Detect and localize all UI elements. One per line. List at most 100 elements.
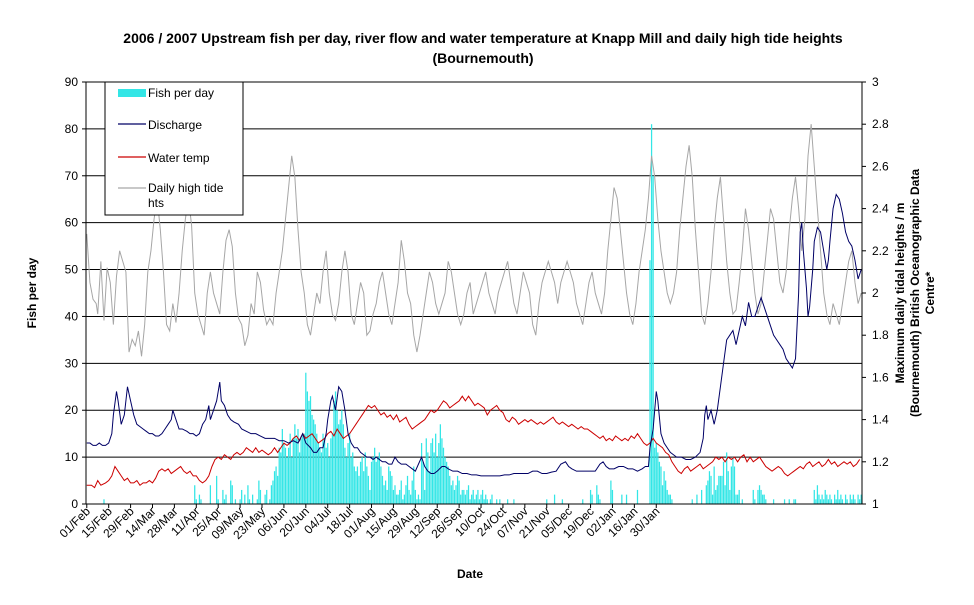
fish-bar-201 (400, 480, 402, 504)
fish-bar-273 (513, 499, 515, 504)
fish-bar-205 (406, 475, 409, 504)
fish-bar-127 (284, 447, 287, 504)
fish-bar-106 (251, 494, 254, 504)
fish-bar-258 (489, 499, 492, 504)
fish-bar-149 (319, 447, 321, 504)
fish-bar-222 (433, 452, 435, 504)
fish-bar-419 (741, 499, 743, 504)
fish-bar-93 (231, 485, 233, 504)
fish-bar-367 (660, 466, 662, 504)
fish-bar-209 (413, 466, 415, 504)
fish-bar-397 (707, 480, 709, 504)
fish-bar-235 (453, 489, 456, 504)
fish-bar-214 (420, 443, 423, 504)
fish-bar-200 (399, 489, 401, 504)
fish-bar-216 (424, 489, 426, 504)
fish-bar-269 (507, 499, 509, 504)
fish-bar-446 (783, 499, 786, 504)
fish-bar-211 (416, 499, 418, 504)
fish-bar-242 (464, 494, 467, 504)
fish-bar-250 (477, 489, 479, 504)
series-line-tide (86, 124, 862, 357)
fish-bar-366 (658, 461, 661, 504)
fish-bar-121 (275, 466, 277, 504)
fish-bar-147 (316, 433, 318, 504)
series-line-discharge (86, 193, 862, 477)
fish-bar-398 (708, 471, 711, 504)
fish-bar-195 (391, 475, 393, 504)
fish-bar-480 (837, 489, 839, 504)
fish-bar-150 (320, 452, 323, 504)
y2-tick-label-5: 2 (872, 286, 879, 300)
fish-bar-146 (314, 424, 316, 504)
y-tick-label-3: 30 (65, 356, 79, 370)
fish-bar-217 (425, 438, 427, 504)
chart-title-part-1: 2006 / 2007 Upstream fish per day, river… (123, 30, 843, 46)
fish-bar-134 (295, 438, 298, 504)
fish-bar-210 (414, 489, 416, 504)
fish-bar-92 (230, 480, 232, 504)
fish-bar-465 (813, 489, 815, 504)
fish-bar-387 (691, 499, 693, 504)
fish-bar-228 (442, 447, 445, 504)
fish-bar-430 (758, 485, 761, 504)
fish-bar-131 (291, 457, 293, 504)
fish-bar-471 (823, 499, 825, 504)
fish-bar-249 (475, 494, 477, 504)
fish-bar-371 (666, 489, 668, 504)
fish-bar-115 (266, 489, 268, 504)
fish-bar-188 (380, 466, 382, 504)
fish-bar-137 (300, 438, 302, 504)
y2-tick-label-0: 1 (872, 497, 879, 511)
fish-bar-433 (763, 494, 765, 504)
fish-bar-194 (389, 471, 391, 504)
fish-bar-476 (830, 499, 833, 504)
fish-bar-154 (327, 443, 329, 504)
fish-bar-360 (649, 260, 651, 504)
legend: Fish per day Discharge Water temp Daily … (104, 81, 244, 216)
fish-bar-223 (435, 433, 437, 504)
y2-tick-label-6: 2.2 (872, 244, 889, 258)
fish-bar-193 (388, 466, 390, 504)
fish-bar-254 (483, 499, 485, 504)
fish-bar-160 (336, 410, 338, 504)
fish-bar-111 (259, 489, 262, 504)
fish-bar-390 (696, 494, 698, 504)
fish-bar-491 (854, 499, 856, 504)
fish-bar-184 (374, 447, 376, 504)
fish-bar-479 (835, 499, 837, 504)
fish-bar-374 (671, 499, 673, 504)
y-tick-label-1: 10 (65, 450, 79, 464)
fish-bar-157 (331, 433, 334, 504)
fish-bar-248 (474, 499, 476, 504)
fish-bar-203 (403, 494, 406, 504)
fish-bar-70 (195, 499, 197, 504)
fish-bar-415 (735, 494, 737, 504)
fish-bar-170 (352, 452, 354, 504)
fish-bar-488 (849, 494, 851, 504)
y-tick-label-5: 50 (65, 263, 79, 277)
fish-bar-413 (732, 457, 734, 504)
fish-bar-238 (458, 480, 460, 504)
fish-bar-132 (292, 438, 294, 504)
fish-bar-426 (752, 489, 754, 504)
fish-bar-128 (286, 457, 288, 504)
fish-bar-69 (194, 485, 196, 504)
fish-bar-323 (591, 494, 593, 504)
fish-bar-427 (754, 499, 756, 504)
fish-bar-169 (350, 457, 352, 504)
fish-bar-133 (294, 424, 296, 504)
fish-bar-196 (392, 489, 395, 504)
fish-bar-304 (561, 499, 564, 504)
fish-bar-167 (347, 443, 349, 504)
y-tick-label-8: 80 (65, 122, 79, 136)
fish-bar-72 (198, 494, 201, 504)
fish-bar-393 (701, 489, 703, 504)
fish-bar-473 (826, 494, 828, 504)
fish-bar-373 (669, 494, 671, 504)
fish-bar-84 (217, 499, 219, 504)
fish-bar-202 (402, 499, 404, 504)
fish-bar-469 (819, 499, 822, 504)
fish-bar-123 (278, 447, 280, 504)
fish-bar-481 (838, 499, 840, 504)
